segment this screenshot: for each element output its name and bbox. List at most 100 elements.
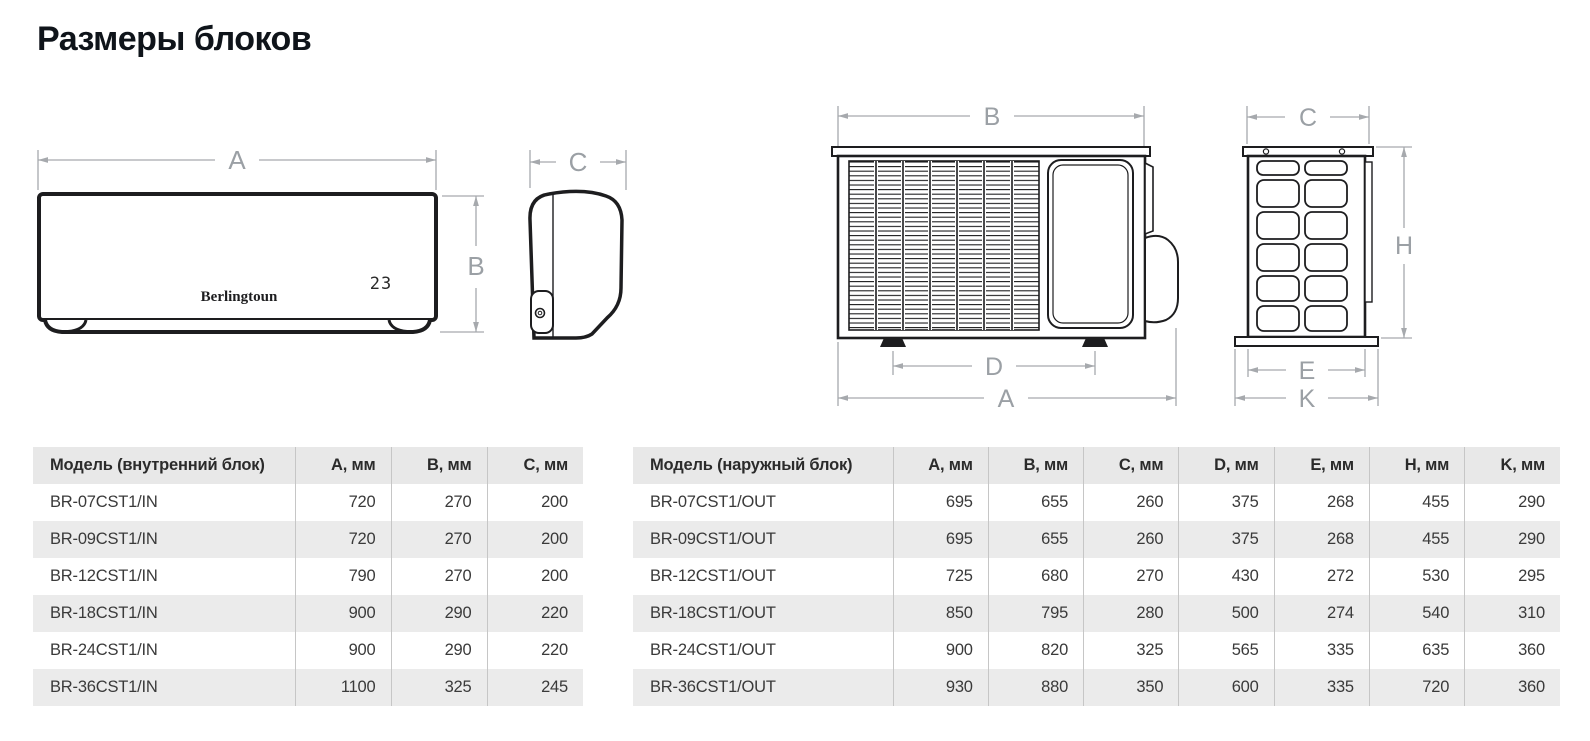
indoor-table-header-row: Модель (внутренний блок) A, мм B, мм C, … [33, 447, 583, 484]
dim-a-cell: 900 [294, 595, 391, 632]
page-title: Размеры блоков [37, 20, 312, 58]
outdoor-header-c: C, мм [1083, 447, 1179, 484]
dim-c-cell: 280 [1083, 595, 1179, 632]
indoor-unit-body: Berlingtoun 23 [37, 192, 438, 334]
model-cell: BR-18CST1/IN [33, 595, 295, 632]
dim-a-cell: 695 [892, 521, 989, 558]
dim-b-cell: 655 [987, 484, 1084, 521]
dim-h-cell: 455 [1368, 521, 1465, 558]
dim-e-cell: 335 [1273, 632, 1370, 669]
dimension-k-outdoor: K [1234, 349, 1379, 413]
dim-h-cell: 530 [1368, 558, 1465, 595]
dim-c-cell: 220 [486, 595, 583, 632]
dim-label-c: C [569, 147, 588, 177]
side-vent-grid [1256, 160, 1348, 332]
dim-label-a: A [228, 145, 246, 175]
dimension-e-outdoor: E [1247, 349, 1366, 385]
mounting-foot [880, 338, 906, 347]
table-row: BR-12CST1/IN 790 270 200 [33, 558, 583, 595]
temperature-display: 23 [370, 274, 392, 294]
dim-k-cell: 360 [1464, 632, 1560, 669]
dim-c-cell: 270 [1083, 558, 1179, 595]
table-row: BR-09CST1/IN 720 270 200 [33, 521, 583, 558]
dim-b-cell: 655 [987, 521, 1084, 558]
dimension-c-indoor: C [529, 147, 627, 190]
dim-label-d: D [985, 353, 1003, 381]
dim-c-cell: 245 [486, 669, 583, 706]
dim-a-cell: 695 [892, 484, 989, 521]
dim-b-cell: 270 [390, 484, 487, 521]
model-cell: BR-12CST1/IN [50, 567, 158, 585]
brand-logo-text: Berlingtoun [201, 289, 278, 305]
indoor-header-a: A, мм [294, 447, 391, 484]
indoor-front-drawing: A B Berlingtoun 23 [37, 145, 485, 334]
dim-label-h: H [1395, 232, 1413, 260]
dim-a-cell: 725 [892, 558, 989, 595]
indoor-header-c: C, мм [486, 447, 583, 484]
dim-a-cell: 930 [892, 669, 989, 706]
outdoor-header-model: Модель (наружный блок) [633, 447, 893, 484]
model-cell: BR-36CST1/OUT [633, 669, 893, 706]
outdoor-unit-body [831, 146, 1179, 347]
dim-b-cell: 325 [390, 669, 487, 706]
model-cell: BR-24CST1/IN [50, 641, 158, 659]
dim-b-cell: 820 [987, 632, 1084, 669]
outdoor-header-a: A, мм [892, 447, 989, 484]
dimension-a-indoor: A [37, 145, 437, 190]
indoor-units-table: Модель (внутренний блок) A, мм B, мм C, … [33, 447, 583, 706]
outdoor-units-table: Модель (наружный блок) A, мм B, мм C, мм… [633, 447, 1560, 706]
outdoor-side-drawing: C H [1234, 104, 1413, 413]
dim-b-cell: 795 [987, 595, 1084, 632]
model-cell: BR-24CST1/OUT [650, 641, 776, 659]
dim-d-cell: 375 [1178, 521, 1275, 558]
dim-a-cell: 720 [294, 484, 391, 521]
dim-a-cell: 1100 [294, 669, 391, 706]
dim-d-cell: 565 [1178, 632, 1275, 669]
dimension-h-outdoor: H [1376, 146, 1413, 339]
table-row: BR-09CST1/OUT 695 655 260 375 268 455 29… [633, 521, 1560, 558]
dim-e-cell: 272 [1273, 558, 1370, 595]
dim-a-cell: 720 [294, 521, 391, 558]
dim-label-b: B [984, 103, 1001, 131]
dim-c-cell: 325 [1083, 632, 1179, 669]
indoor-side-drawing: C [528, 147, 627, 340]
dim-a-cell: 790 [294, 558, 391, 595]
dim-d-cell: 375 [1178, 484, 1275, 521]
dim-b-cell: 290 [390, 595, 487, 632]
dimension-b-outdoor: B [837, 103, 1145, 146]
dim-h-cell: 540 [1368, 595, 1465, 632]
table-row: BR-18CST1/IN 900 290 220 [33, 595, 583, 632]
outdoor-header-b: B, мм [987, 447, 1084, 484]
model-cell: BR-09CST1/IN [33, 521, 295, 558]
condenser-grille [848, 160, 1040, 331]
model-cell: BR-07CST1/IN [50, 493, 158, 511]
dim-c-cell: 350 [1083, 669, 1179, 706]
indoor-header-model: Модель (внутренний блок) [33, 447, 295, 484]
dim-e-cell: 268 [1273, 484, 1370, 521]
indoor-unit-side-body [528, 189, 624, 340]
model-cell: BR-09CST1/OUT [633, 521, 893, 558]
dimension-c-outdoor: C [1246, 104, 1370, 144]
side-flange [1144, 161, 1154, 236]
model-cell: BR-07CST1/OUT [650, 493, 776, 511]
model-cell: BR-18CST1/OUT [633, 595, 893, 632]
dim-h-cell: 635 [1368, 632, 1465, 669]
outdoor-header-h: H, мм [1368, 447, 1465, 484]
dim-k-cell: 290 [1464, 484, 1560, 521]
dim-c-cell: 220 [486, 632, 583, 669]
dimension-a-outdoor: A [837, 328, 1177, 413]
outdoor-table-header-row: Модель (наружный блок) A, мм B, мм C, мм… [633, 447, 1560, 484]
table-row: BR-24CST1/OUT 900 820 325 565 335 635 36… [633, 632, 1560, 669]
dim-b-cell: 270 [390, 558, 487, 595]
valve-cover [1144, 234, 1179, 324]
base-plate [1234, 336, 1379, 347]
dim-a-cell: 900 [294, 632, 391, 669]
dim-d-cell: 430 [1178, 558, 1275, 595]
dim-b-cell: 270 [390, 521, 487, 558]
dim-label-e: E [1299, 357, 1316, 385]
dim-d-cell: 600 [1178, 669, 1275, 706]
dim-b-cell: 880 [987, 669, 1084, 706]
dimension-drawings: A B Berlingtoun 23 C [37, 103, 1413, 413]
table-row: BR-18CST1/OUT 850 795 280 500 274 540 31… [633, 595, 1560, 632]
table-row: BR-24CST1/IN 900 290 220 [33, 632, 583, 669]
